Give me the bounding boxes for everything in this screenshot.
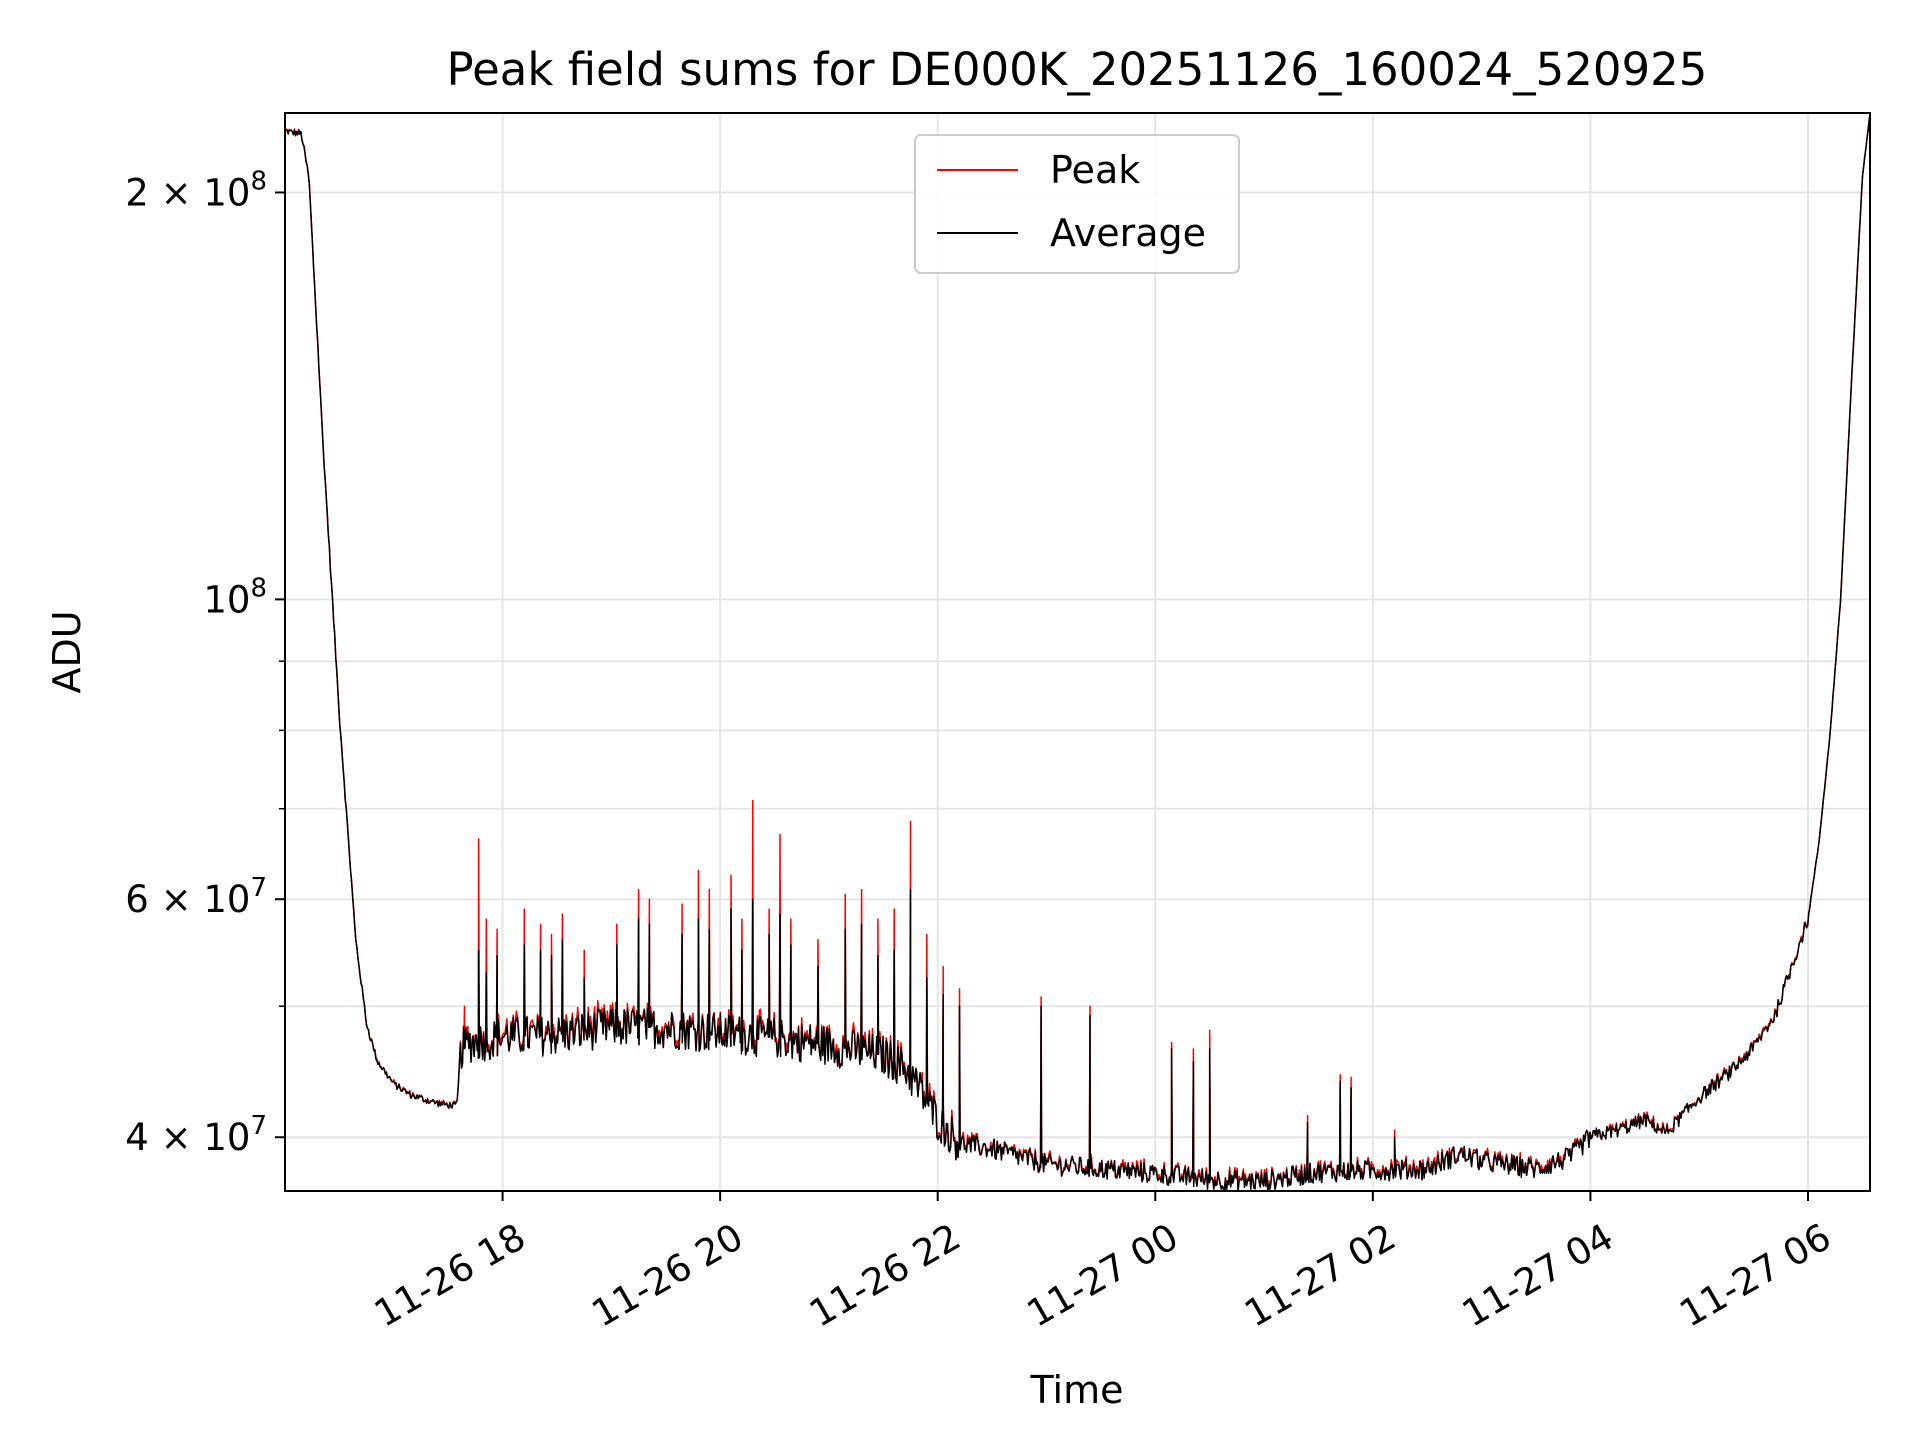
y-tick-label: 4 × 107: [125, 1111, 267, 1159]
legend-peak-label: Peak: [1050, 148, 1140, 192]
series-line-average: [284, 113, 1871, 1192]
x-axis-label: Time: [1030, 1368, 1124, 1412]
legend: Peak Average: [914, 134, 1240, 274]
y-axis: 4 × 107 6 × 107 108 2 × 108: [125, 166, 285, 1159]
y-tick-label: 108: [203, 573, 267, 621]
axes-frame: [284, 112, 1871, 1192]
y-tick-label: 6 × 107: [125, 873, 267, 921]
plot-area: [284, 113, 1871, 1192]
chart-title: Peak field sums for DE000K_20251126_1600…: [447, 43, 1708, 96]
y-axis-label: ADU: [45, 610, 89, 693]
y-tick-label: 2 × 108: [125, 166, 267, 214]
legend-average-label: Average: [1050, 211, 1206, 255]
